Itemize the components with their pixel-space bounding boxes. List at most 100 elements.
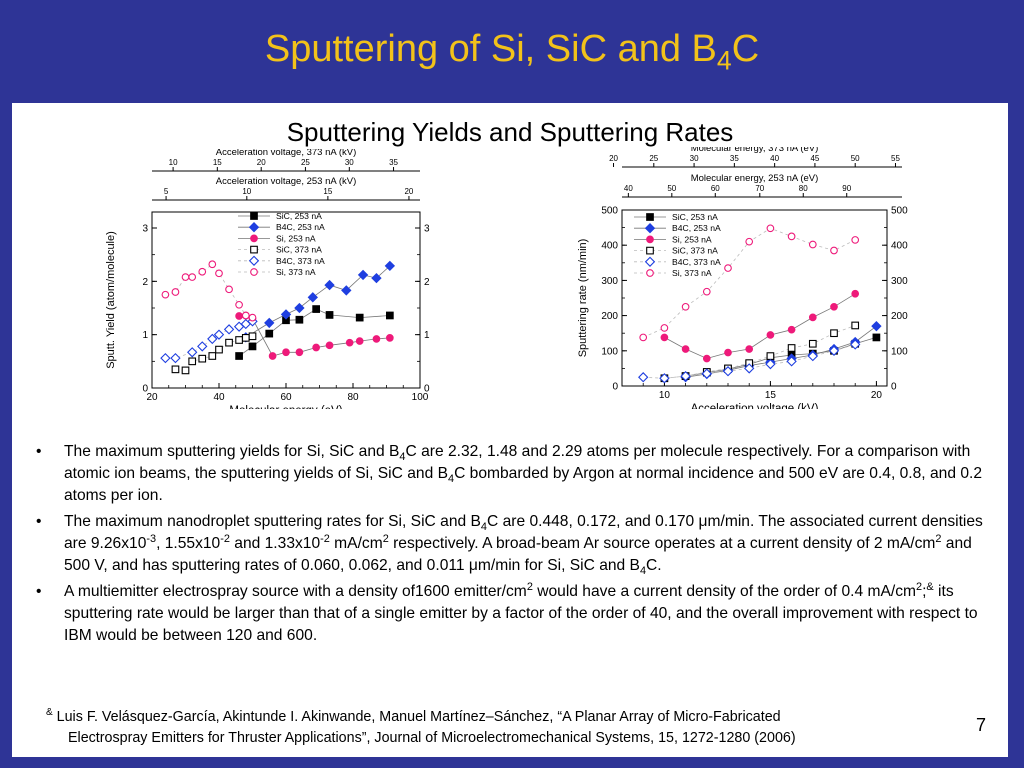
bullet-item: • A multiemitter electrospray source with… xyxy=(34,581,994,647)
data-point xyxy=(207,333,218,345)
y-tick-label-right: 200 xyxy=(891,311,908,322)
data-point xyxy=(871,320,882,332)
series-5 xyxy=(161,260,257,322)
data-point xyxy=(187,347,198,358)
plot-frame xyxy=(621,209,888,387)
data-point xyxy=(268,352,277,360)
legend-label: Si, 373 nA xyxy=(672,268,712,278)
legend-marker xyxy=(646,269,654,277)
legend-label: SiC, 253 nA xyxy=(672,212,718,222)
bullet-text-part: -2 xyxy=(320,532,330,545)
y-tick-label: 300 xyxy=(601,276,618,287)
data-point xyxy=(355,313,364,322)
data-point xyxy=(660,324,669,332)
bullet-text-part: C bombarded by Argon at normal incidence… xyxy=(64,465,983,504)
legend-marker xyxy=(646,235,654,244)
data-point xyxy=(357,269,369,281)
top-axis-tick-label: 10 xyxy=(169,158,178,167)
bullet-text-part: respectively. A broad-beam Ar source ope… xyxy=(388,535,936,552)
top-axis-label: Molecular energy, 253 nA (eV) xyxy=(691,173,819,184)
series-1 xyxy=(240,260,396,343)
data-point xyxy=(702,287,711,296)
data-point xyxy=(371,272,382,284)
y-tick-label-right: 3 xyxy=(424,224,430,235)
data-point xyxy=(828,345,840,356)
legend-marker xyxy=(646,246,654,255)
y-tick-label-right: 500 xyxy=(891,206,908,217)
legend-marker xyxy=(248,222,260,233)
data-point xyxy=(850,339,861,350)
x-tick-label: 15 xyxy=(765,390,777,401)
x-tick-label: 20 xyxy=(871,390,883,401)
y-tick-label-right: 2 xyxy=(424,277,430,288)
x-tick-label: 40 xyxy=(213,392,225,403)
y-tick-label: 2 xyxy=(142,277,148,288)
top-axis-label: Molecular energy, 373 nA (eV) xyxy=(691,147,819,154)
footnote: & Luis F. Velásquez-García, Akintunde I.… xyxy=(46,707,946,749)
data-point xyxy=(235,300,243,309)
bullet-text-part: m/min. The associated current densities … xyxy=(64,513,983,552)
data-point xyxy=(385,311,394,320)
legend-label: Si, 373 nA xyxy=(276,267,316,277)
x-axis-label: Acceleration voltage (kV) xyxy=(691,403,819,409)
data-point xyxy=(325,341,334,350)
data-point xyxy=(171,365,180,374)
bullet-text-part: The maximum sputtering yields for Si, Si… xyxy=(64,443,400,460)
legend-label: B4C, 253 nA xyxy=(672,223,721,233)
data-point xyxy=(160,352,171,364)
bullet-list: • The maximum sputtering yields for Si, S… xyxy=(34,441,994,651)
top-axis-tick-label: 45 xyxy=(810,154,819,163)
data-point xyxy=(282,348,290,357)
series-2 xyxy=(660,289,860,363)
bullet-text-part: -3 xyxy=(146,532,157,545)
top-axis-tick-label: 25 xyxy=(649,154,658,163)
series-5 xyxy=(639,224,860,342)
data-point xyxy=(701,368,712,379)
legend-label: Si, 253 nA xyxy=(276,233,316,243)
data-point xyxy=(808,240,817,249)
data-point xyxy=(170,352,181,364)
data-point xyxy=(280,309,292,320)
data-point xyxy=(660,333,669,342)
top-axis-tick-label: 35 xyxy=(389,158,398,167)
data-point xyxy=(312,305,321,313)
data-point xyxy=(208,260,217,269)
data-point xyxy=(786,356,797,367)
y-tick-label-right: 0 xyxy=(891,382,897,393)
data-point xyxy=(188,357,197,366)
data-point xyxy=(295,315,304,324)
legend-marker xyxy=(250,268,258,276)
legend-label: SiC, 373 nA xyxy=(672,246,718,256)
data-point xyxy=(248,342,257,351)
data-point xyxy=(851,289,860,298)
top-axis-tick-label: 60 xyxy=(711,184,720,193)
series-0 xyxy=(235,305,394,360)
data-point xyxy=(181,273,190,281)
legend-label: B4C, 253 nA xyxy=(276,222,325,232)
x-tick-label: 20 xyxy=(146,392,158,403)
data-point xyxy=(235,352,243,360)
bullet-text-part: & xyxy=(926,580,934,593)
y-tick-label: 3 xyxy=(142,224,148,235)
data-point xyxy=(198,267,207,276)
series-4 xyxy=(160,316,258,364)
x-tick-label: 10 xyxy=(659,390,671,401)
bullet-dot: • xyxy=(36,443,42,460)
y-tick-label-right: 400 xyxy=(891,241,908,252)
series-2 xyxy=(235,311,394,360)
data-point xyxy=(639,333,648,342)
data-point xyxy=(386,334,394,342)
top-axis-tick-label: 10 xyxy=(242,187,251,196)
data-point xyxy=(745,345,754,353)
data-point xyxy=(248,313,257,322)
bullet-text-part: and 500 V, and has sputtering rates of 0… xyxy=(64,535,972,574)
data-point xyxy=(325,311,334,319)
data-point xyxy=(215,345,223,354)
legend-label: B4C, 373 nA xyxy=(276,256,325,266)
data-point xyxy=(345,338,354,347)
bullet-text-part: C are 0.448, 0.172, and 0.170 xyxy=(486,513,699,530)
data-point xyxy=(295,348,304,357)
top-axis-tick-label: 30 xyxy=(345,158,354,167)
bullet-text-part: μ xyxy=(698,513,708,530)
